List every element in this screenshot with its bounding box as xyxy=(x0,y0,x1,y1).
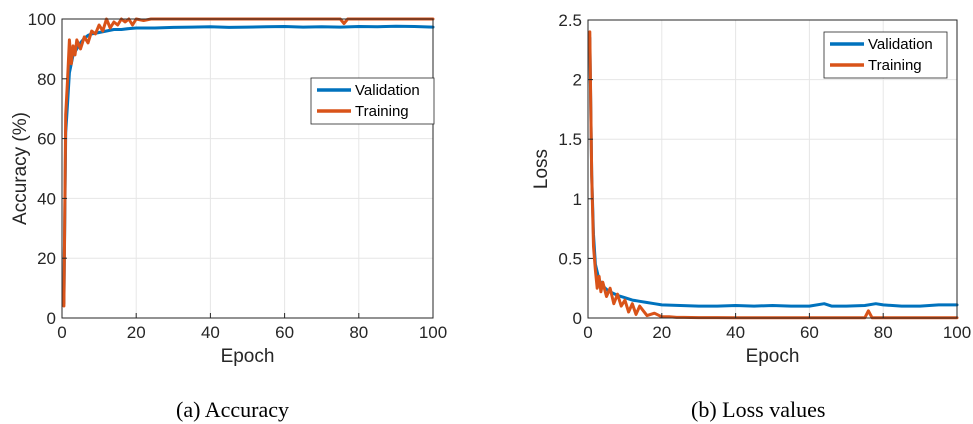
acc-series-training-line xyxy=(62,17,435,308)
loss-ytick-label: 1 xyxy=(573,190,582,209)
loss-ytick-label: 2.5 xyxy=(558,11,582,30)
caption-accuracy: (a) Accuracy xyxy=(176,397,289,422)
acc-ylabel: Accuracy (%) xyxy=(10,112,31,225)
acc-ytick-label: 100 xyxy=(28,10,56,29)
accuracy-chart: 0 20 40 60 80 100 0 20 40 60 80 100 Epoch Accuracy (%… xyxy=(10,10,447,367)
loss-xtick-label: 40 xyxy=(726,323,745,342)
acc-xtick-label: 20 xyxy=(127,323,146,342)
acc-xtick-label: 40 xyxy=(201,323,220,342)
loss-chart: 0 20 40 60 80 100 0 0.5 1 1.5 2 2.5 Epoch Loss Validat… xyxy=(531,11,971,367)
loss-legend-box xyxy=(823,31,948,79)
figure-accuracy: 0 20 40 60 80 100 0 20 40 60 80 100 Epoch Accuracy (%… xyxy=(0,0,486,424)
loss-axes-box xyxy=(587,19,958,319)
loss-xtick-label: 60 xyxy=(800,323,819,342)
loss-series-training-line xyxy=(588,30,959,320)
loss-ytick-label: 1.5 xyxy=(558,130,582,149)
acc-series-validation-line xyxy=(62,24,435,305)
loss-xlabel: Epoch xyxy=(746,346,800,367)
acc-xtick-label: 80 xyxy=(349,323,368,342)
acc-ytick-label: 80 xyxy=(37,70,56,89)
loss-xtick-label: 0 xyxy=(583,323,592,342)
loss-xtick-label: 100 xyxy=(943,323,971,342)
acc-ytick-label: 0 xyxy=(47,309,56,328)
acc-ytick-label: 40 xyxy=(37,189,56,208)
loss-ytick-label: 0.5 xyxy=(558,249,582,268)
loss-xtick-label: 20 xyxy=(652,323,671,342)
acc-xtick-label: 0 xyxy=(57,323,66,342)
acc-legend-label-validation: Validation xyxy=(355,82,420,99)
loss-legend-label-validation: Validation xyxy=(868,36,933,53)
loss-ytick-label: 2 xyxy=(573,71,582,90)
acc-xlabel: Epoch xyxy=(221,346,275,367)
acc-xtick-label: 60 xyxy=(275,323,294,342)
caption-loss: (b) Loss values xyxy=(691,397,826,422)
acc-legend-label-training: Training xyxy=(355,103,409,120)
loss-xtick-label: 80 xyxy=(874,323,893,342)
acc-axes-box xyxy=(61,18,434,319)
acc-xtick-label: 100 xyxy=(419,323,447,342)
acc-ytick-label: 60 xyxy=(37,130,56,149)
figure-loss: 0 20 40 60 80 100 0 0.5 1 1.5 2 2.5 Epoch Loss Validat… xyxy=(486,0,973,424)
loss-ytick-label: 0 xyxy=(573,309,582,328)
acc-legend-box xyxy=(310,77,435,125)
loss-legend-label-training: Training xyxy=(868,57,922,74)
acc-ytick-label: 20 xyxy=(37,249,56,268)
loss-ylabel: Loss xyxy=(531,149,552,189)
